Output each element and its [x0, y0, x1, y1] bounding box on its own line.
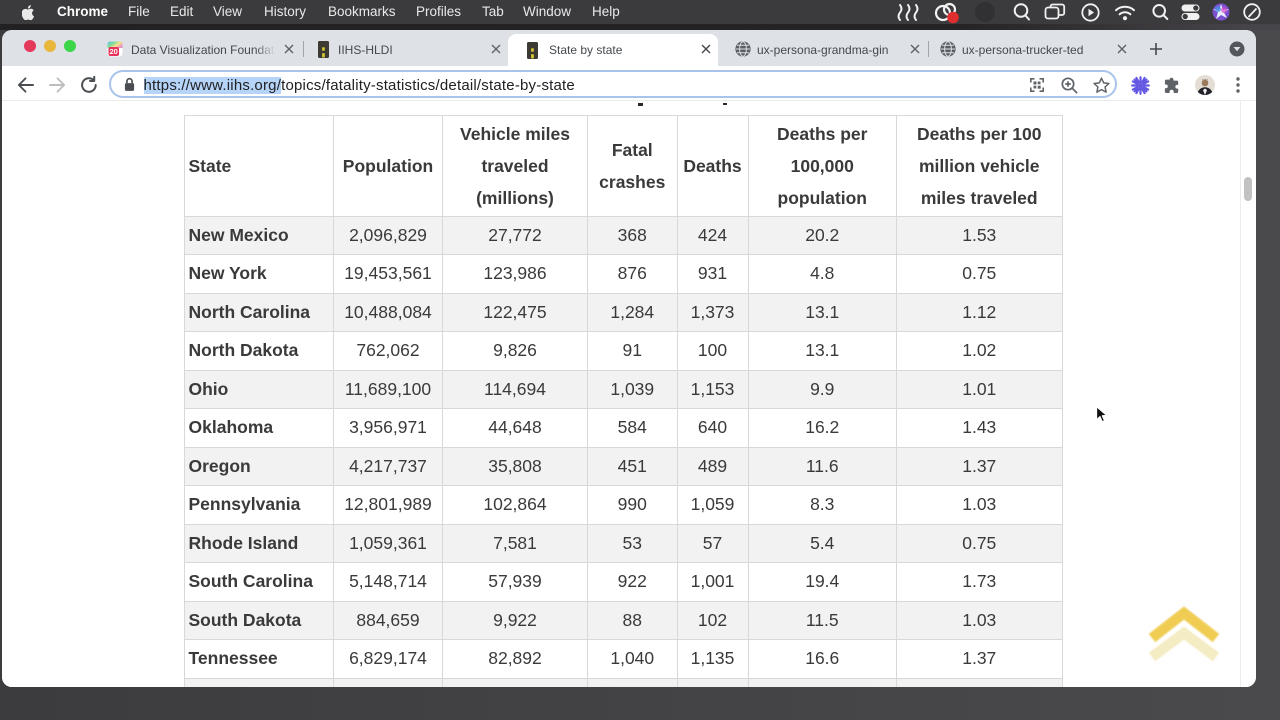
svg-text:20: 20	[110, 47, 118, 56]
